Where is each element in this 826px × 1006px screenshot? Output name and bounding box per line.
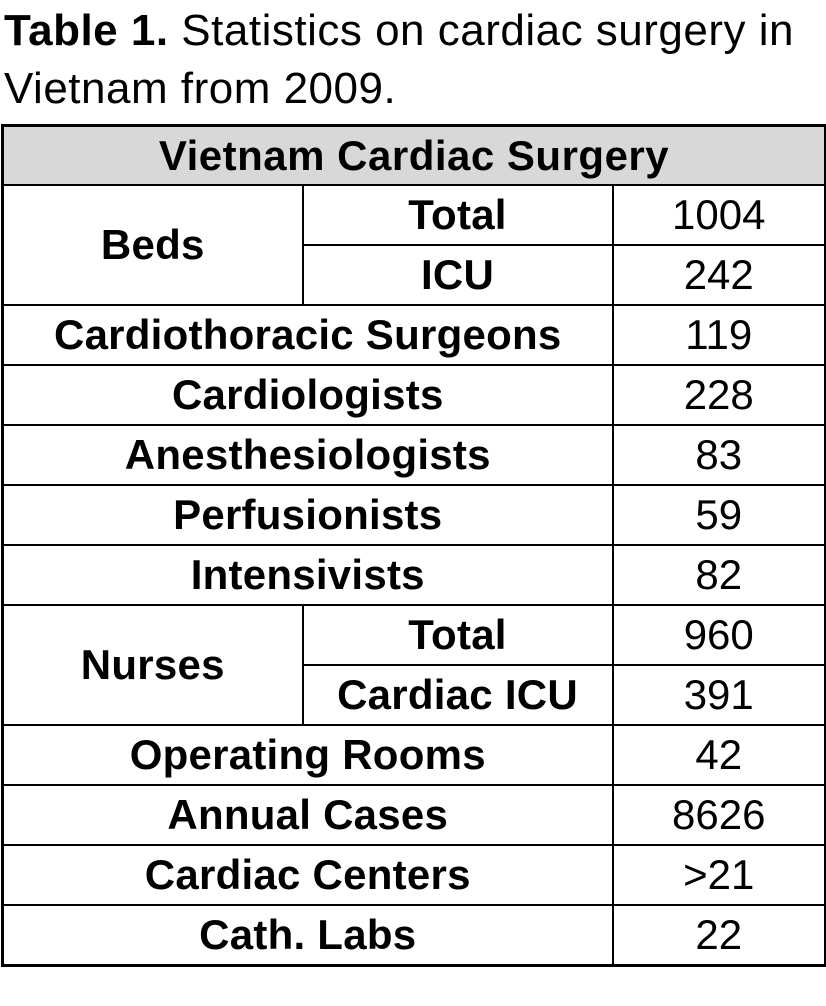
table-row: Operating Rooms 42 <box>1 724 826 786</box>
cell-value-anesthesiologists: 83 <box>611 424 826 486</box>
cell-category-cath-labs: Cath. Labs <box>1 904 614 967</box>
cell-sublabel-nurses-cardiac-icu: Cardiac ICU <box>301 664 614 726</box>
table-caption-text: Statistics on cardiac surgery in Vietnam… <box>4 6 794 113</box>
cell-value-beds-icu: 242 <box>611 244 826 306</box>
table-row: Beds Total 1004 <box>1 184 826 306</box>
cell-value-cardiac-centers: >21 <box>611 844 826 906</box>
table-row: Cardiac Centers >21 <box>1 844 826 906</box>
cell-category-cardiac-centers: Cardiac Centers <box>1 844 614 906</box>
cell-category-cardiologists: Cardiologists <box>1 364 614 426</box>
vietnam-cardiac-surgery-table: Vietnam Cardiac Surgery Beds Total 1004 … <box>1 124 826 967</box>
table-row: Cath. Labs 22 <box>1 904 826 967</box>
table-row: Annual Cases 8626 <box>1 784 826 846</box>
table-row: Anesthesiologists 83 <box>1 424 826 486</box>
table-row: Cardiac ICU 391 <box>3 664 826 726</box>
table-row: Cardiologists 228 <box>1 364 826 426</box>
cell-category-operating-rooms: Operating Rooms <box>1 724 614 786</box>
table-row: Nurses Total 960 <box>1 604 826 726</box>
cell-value-cardiothoracic-surgeons: 119 <box>611 304 826 366</box>
table-row: Intensivists 82 <box>1 544 826 606</box>
table-row: Perfusionists 59 <box>1 484 826 546</box>
cell-value-annual-cases: 8626 <box>611 784 826 846</box>
cell-category-beds: Beds <box>1 184 304 306</box>
cell-value-operating-rooms: 42 <box>611 724 826 786</box>
cell-value-nurses-total: 960 <box>611 604 826 666</box>
cell-sublabel-nurses-total: Total <box>301 604 614 666</box>
cell-value-perfusionists: 59 <box>611 484 826 546</box>
cell-sublabel-beds-icu: ICU <box>301 244 614 306</box>
cell-value-cardiologists: 228 <box>611 364 826 426</box>
table-row: ICU 242 <box>3 244 826 306</box>
cell-value-intensivists: 82 <box>611 544 826 606</box>
cell-category-cardiothoracic-surgeons: Cardiothoracic Surgeons <box>1 304 614 366</box>
table-title: Vietnam Cardiac Surgery <box>1 124 826 186</box>
cell-value-cath-labs: 22 <box>611 904 826 967</box>
cell-category-perfusionists: Perfusionists <box>1 484 614 546</box>
cell-value-beds-total: 1004 <box>611 184 826 246</box>
cell-sublabel-beds-total: Total <box>301 184 614 246</box>
cell-category-anesthesiologists: Anesthesiologists <box>1 424 614 486</box>
table-row: Cardiothoracic Surgeons 119 <box>1 304 826 366</box>
cell-category-intensivists: Intensivists <box>1 544 614 606</box>
table-caption: Table 1. Statistics on cardiac surgery i… <box>0 0 826 124</box>
cell-category-nurses: Nurses <box>1 604 304 726</box>
cell-value-nurses-cardiac-icu: 391 <box>611 664 826 726</box>
cell-category-annual-cases: Annual Cases <box>1 784 614 846</box>
table-header-row: Vietnam Cardiac Surgery <box>1 124 826 186</box>
table-caption-label: Table 1. <box>4 6 169 55</box>
